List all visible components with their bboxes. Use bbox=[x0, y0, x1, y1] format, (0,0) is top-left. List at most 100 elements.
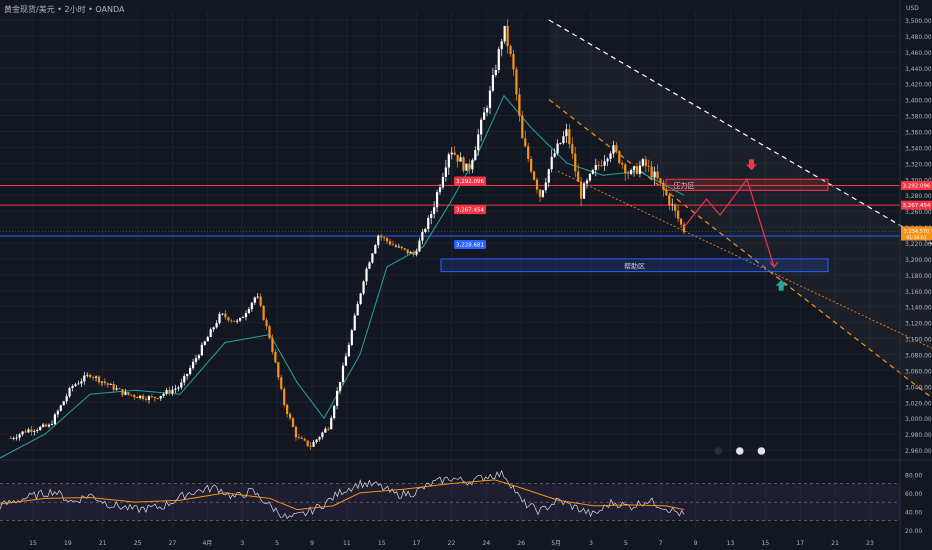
axis-level-text: 3,267.454 bbox=[903, 203, 931, 209]
time-tick-label: 5月 bbox=[551, 540, 561, 547]
price-tick-label: 3,020.000 bbox=[905, 400, 932, 407]
level-tag bbox=[454, 205, 486, 215]
candle-body bbox=[277, 362, 280, 378]
down-arrow bbox=[746, 159, 757, 171]
time-tick-label: 7 bbox=[659, 540, 663, 547]
time-tick-label: 5 bbox=[624, 540, 628, 547]
candle-body bbox=[27, 429, 30, 433]
candle-body bbox=[159, 395, 162, 399]
candle-body bbox=[368, 262, 371, 269]
candle-body bbox=[397, 246, 400, 248]
candle-body bbox=[74, 384, 77, 386]
candle-body bbox=[447, 154, 450, 168]
candle-body bbox=[24, 431, 27, 433]
candle-body bbox=[527, 146, 530, 159]
candle-body bbox=[241, 317, 245, 318]
candle-body bbox=[594, 165, 597, 170]
candle-body bbox=[324, 428, 327, 433]
candle-body bbox=[491, 75, 495, 91]
candle-body bbox=[121, 389, 124, 395]
candle-body bbox=[677, 210, 680, 219]
candle-body bbox=[435, 192, 439, 208]
candle-body bbox=[571, 144, 574, 154]
candle-body bbox=[338, 382, 342, 391]
price-tick-label: 3,420.000 bbox=[905, 82, 932, 89]
candle-body bbox=[256, 296, 259, 298]
candle-body bbox=[42, 424, 45, 427]
price-tick-label: 3,120.000 bbox=[905, 321, 932, 328]
price-tick-label: 3,500.000 bbox=[905, 18, 932, 25]
candle-body bbox=[168, 389, 171, 394]
candle-body bbox=[268, 326, 271, 339]
candle-body bbox=[659, 178, 662, 183]
candle-body bbox=[9, 438, 12, 440]
time-axis[interactable]: 15 19 21 25 27 4月 3 5 9 11 15 17 22 24 26 5月 3 5 7 9 13 15 17 2… bbox=[29, 540, 874, 547]
candle-body bbox=[371, 253, 374, 263]
candle-body bbox=[65, 396, 68, 402]
candle-body bbox=[356, 303, 359, 316]
event-markers[interactable] bbox=[713, 446, 766, 456]
candle-body bbox=[430, 214, 433, 218]
candle-body bbox=[365, 268, 368, 282]
candle-body bbox=[383, 237, 386, 239]
candle-body bbox=[377, 235, 380, 246]
candle-body bbox=[21, 431, 24, 435]
candle-body bbox=[238, 317, 242, 321]
candle-body bbox=[468, 163, 471, 170]
candle-body bbox=[462, 157, 465, 171]
candle-body bbox=[44, 424, 48, 427]
price-tick-label: 3,320.000 bbox=[905, 161, 932, 168]
candle-body bbox=[312, 441, 315, 447]
axis-level-tag bbox=[901, 181, 932, 191]
price-tick-label: 3,060.000 bbox=[905, 368, 932, 375]
candle-body bbox=[288, 413, 292, 419]
price-axis[interactable]: 2,960.000 2,980.000 3,000.000 3,020.000 3,04… bbox=[899, 0, 932, 550]
candle-body bbox=[624, 164, 627, 174]
price-tick-label: 3,040.000 bbox=[905, 384, 932, 391]
time-tick-label: 17 bbox=[796, 540, 804, 547]
candle-body bbox=[471, 160, 474, 170]
candle-body bbox=[271, 338, 274, 352]
projection-arrowhead bbox=[769, 261, 779, 268]
candle-body bbox=[177, 387, 180, 389]
rsi-line bbox=[0, 469, 685, 520]
channel-mid-line bbox=[557, 170, 932, 349]
candle-body bbox=[353, 315, 356, 331]
time-tick-label: 27 bbox=[169, 540, 177, 547]
candle-body bbox=[147, 396, 151, 400]
candle-body bbox=[535, 179, 539, 190]
candle-body bbox=[36, 430, 39, 431]
candle-body bbox=[512, 54, 515, 70]
candle-body bbox=[406, 249, 409, 254]
candle-body bbox=[568, 129, 571, 145]
price-tick-label: 3,380.000 bbox=[905, 114, 932, 121]
candle-body bbox=[480, 119, 483, 135]
candle-body bbox=[500, 41, 503, 50]
candle-body bbox=[327, 428, 330, 430]
candle-body bbox=[233, 320, 236, 322]
price-tick-label: 3,160.000 bbox=[905, 289, 932, 296]
candle-body bbox=[294, 426, 298, 438]
zone-label: 帮助区 bbox=[624, 261, 645, 270]
candle-body bbox=[438, 187, 442, 193]
candle-body bbox=[18, 434, 21, 438]
candle-body bbox=[262, 305, 265, 321]
time-tick-label: 21 bbox=[99, 540, 107, 547]
candle-body bbox=[274, 351, 277, 363]
channel-upper-line bbox=[548, 19, 932, 245]
time-tick-label: 15 bbox=[762, 540, 770, 547]
candle-body bbox=[565, 129, 568, 137]
candle-body bbox=[409, 252, 412, 254]
projection-path bbox=[683, 177, 779, 268]
candle-body bbox=[562, 136, 565, 144]
candle-body bbox=[136, 397, 139, 398]
candle-body bbox=[109, 383, 112, 385]
candle-body bbox=[453, 152, 456, 155]
level-labels: 3,292.096 3,292.096 3,267.454 3,267.454 3,22… bbox=[454, 176, 932, 250]
candle-body bbox=[106, 383, 109, 385]
time-tick-label: 9 bbox=[694, 540, 698, 547]
candle-body bbox=[488, 90, 492, 109]
event-3 bbox=[757, 446, 766, 456]
candle-body bbox=[577, 171, 580, 182]
